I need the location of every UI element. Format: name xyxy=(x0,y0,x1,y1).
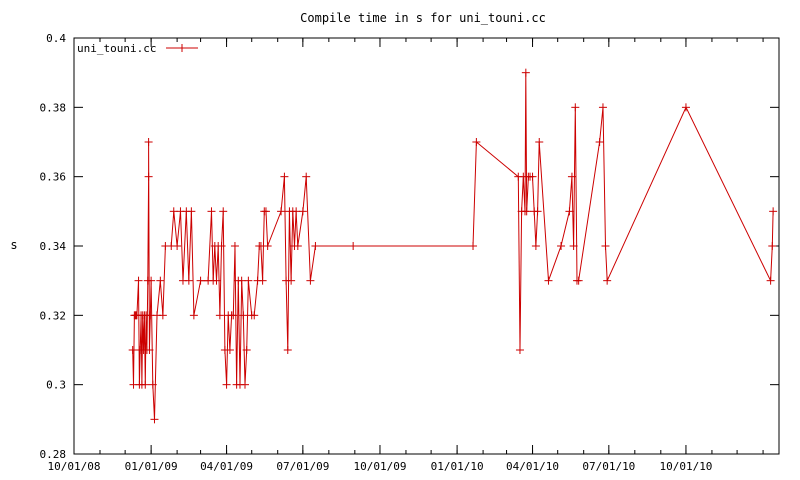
y-tick-label: 0.3 xyxy=(46,379,66,392)
data-point xyxy=(229,311,238,320)
data-point xyxy=(571,103,580,112)
data-point xyxy=(212,276,221,285)
data-point xyxy=(148,380,157,389)
data-point xyxy=(184,276,193,285)
data-point xyxy=(283,346,292,354)
x-tick-label: 10/01/08 xyxy=(48,460,101,473)
data-point xyxy=(144,138,153,146)
data-point xyxy=(239,311,248,320)
data-point xyxy=(569,242,578,250)
data-point xyxy=(533,207,542,216)
data-point xyxy=(565,207,574,216)
data-point xyxy=(306,276,315,285)
series-line xyxy=(132,72,774,420)
data-point xyxy=(574,276,583,285)
data-point xyxy=(302,172,311,181)
series-layer xyxy=(128,68,778,424)
x-tick-label: 07/01/09 xyxy=(276,460,329,473)
y-tick-label: 0.28 xyxy=(40,448,67,461)
data-point xyxy=(150,415,159,424)
data-point xyxy=(230,242,239,250)
data-point xyxy=(522,207,531,216)
data-point xyxy=(225,346,234,354)
data-point xyxy=(766,276,775,285)
data-point xyxy=(277,207,286,216)
chart-title: Compile time in s for uni_touni.cc xyxy=(300,11,546,25)
data-point xyxy=(145,346,154,354)
data-point xyxy=(146,311,155,320)
data-point xyxy=(292,207,301,216)
data-point xyxy=(598,103,607,112)
data-point xyxy=(187,207,196,216)
data-point xyxy=(768,242,777,250)
data-point xyxy=(169,207,178,216)
data-point xyxy=(603,276,612,285)
data-point xyxy=(521,68,530,77)
data-point xyxy=(189,311,198,320)
data-point xyxy=(595,138,604,146)
data-point xyxy=(298,207,307,216)
data-point xyxy=(261,207,270,216)
x-tick-label: 07/01/10 xyxy=(582,460,635,473)
data-point xyxy=(681,103,690,112)
data-point xyxy=(144,172,153,181)
data-point xyxy=(134,276,143,285)
data-point xyxy=(544,276,553,285)
data-point xyxy=(528,172,537,181)
data-point xyxy=(349,242,358,250)
x-tick-label: 01/01/10 xyxy=(431,460,484,473)
data-point xyxy=(237,276,246,285)
data-point xyxy=(241,380,250,389)
y-tick-label: 0.38 xyxy=(40,101,67,114)
data-point xyxy=(158,311,167,320)
data-point xyxy=(293,242,302,250)
legend: uni_touni.cc xyxy=(77,42,198,55)
data-point xyxy=(217,242,226,250)
x-tick-label: 01/01/09 xyxy=(125,460,178,473)
data-point xyxy=(535,138,544,146)
data-point xyxy=(469,242,478,250)
data-point xyxy=(222,380,231,389)
data-point xyxy=(557,242,566,250)
y-tick-label: 0.32 xyxy=(40,309,67,322)
legend-label: uni_touni.cc xyxy=(77,42,156,55)
x-tick-label: 10/01/09 xyxy=(353,460,406,473)
data-point xyxy=(601,242,610,250)
y-tick-label: 0.34 xyxy=(40,240,67,253)
data-point xyxy=(244,276,253,285)
data-point xyxy=(515,346,524,354)
data-point xyxy=(219,207,228,216)
data-point xyxy=(147,276,156,285)
data-point xyxy=(256,242,265,250)
data-point xyxy=(567,172,576,181)
data-point xyxy=(280,172,289,181)
data-point xyxy=(173,242,182,250)
data-point xyxy=(769,207,778,216)
y-tick-label: 0.4 xyxy=(46,32,66,45)
axis-ticks: 0.28 0.3 0.32 0.34 0.36 0.38 0.4 10/01/08 01/01/… xyxy=(40,32,779,473)
data-point xyxy=(128,346,137,354)
x-tick-label: 10/01/10 xyxy=(659,460,712,473)
data-point xyxy=(531,242,540,250)
x-tick-label: 04/01/10 xyxy=(506,460,559,473)
data-point xyxy=(250,311,259,320)
legend-marker xyxy=(178,44,186,52)
data-point xyxy=(311,242,320,250)
data-point xyxy=(196,276,205,285)
data-point xyxy=(215,311,224,320)
data-point xyxy=(207,207,216,216)
x-tick-label: 04/01/09 xyxy=(200,460,253,473)
data-point xyxy=(258,276,267,285)
data-point xyxy=(263,242,272,250)
data-point xyxy=(472,138,481,146)
data-point xyxy=(242,346,251,354)
data-point xyxy=(141,380,150,389)
y-axis-label: s xyxy=(10,238,17,252)
data-point xyxy=(156,276,165,285)
y-tick-label: 0.36 xyxy=(40,171,67,184)
data-point xyxy=(287,276,296,285)
